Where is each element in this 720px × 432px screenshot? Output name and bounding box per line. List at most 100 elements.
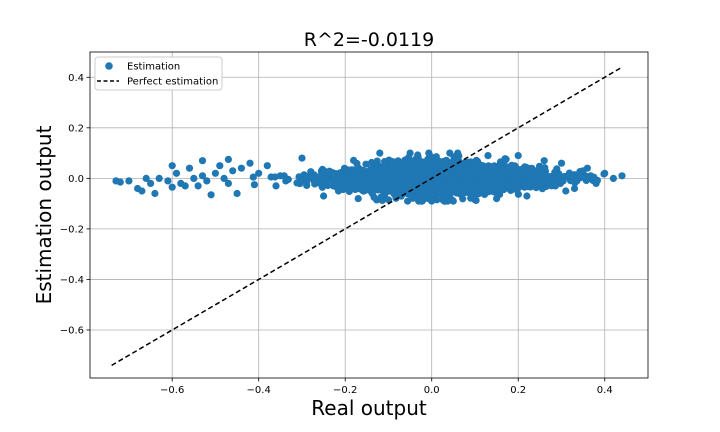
scatter-point xyxy=(458,162,466,170)
scatter-point xyxy=(540,157,548,165)
y-tick-label: 0.0 xyxy=(68,174,84,185)
x-tick-label: −0.2 xyxy=(333,385,357,396)
y-tick-label: −0.2 xyxy=(60,224,84,235)
scatter-point xyxy=(471,196,479,204)
scatter-point xyxy=(542,171,550,180)
x-tick-label: 0.2 xyxy=(510,385,526,396)
scatter-point xyxy=(407,167,415,175)
scatter-point xyxy=(307,168,315,176)
x-tick-label: −0.6 xyxy=(160,385,184,396)
scatter-point xyxy=(483,178,491,186)
scatter-point xyxy=(523,192,531,200)
scatter-point xyxy=(435,182,443,190)
scatter-point xyxy=(394,189,402,197)
scatter-point xyxy=(406,158,414,166)
scatter-point xyxy=(412,155,420,163)
scatter-point xyxy=(375,167,383,175)
scatter-point xyxy=(495,176,504,185)
scatter-point xyxy=(255,169,263,177)
scatter-point xyxy=(454,149,462,157)
scatter-point xyxy=(353,159,361,168)
scatter-point xyxy=(555,172,563,180)
scatter-point xyxy=(354,195,362,203)
scatter-point xyxy=(355,182,363,190)
scatter-point xyxy=(423,177,431,185)
scatter-point xyxy=(486,187,494,195)
scatter-point xyxy=(246,159,254,167)
scatter-point xyxy=(224,179,232,187)
scatter-point xyxy=(565,169,574,177)
scatter-point xyxy=(172,169,181,177)
scatter-point xyxy=(456,170,464,178)
scatter-point xyxy=(198,157,207,165)
scatter-point xyxy=(356,168,364,176)
scatter-point xyxy=(233,189,241,198)
scatter-point xyxy=(347,184,355,192)
scatter-point xyxy=(211,169,219,177)
scatter-point xyxy=(138,187,146,195)
scatter-point xyxy=(147,179,155,187)
scatter-point xyxy=(142,174,150,182)
scatter-point xyxy=(461,179,469,187)
scatter-point xyxy=(590,173,598,181)
scatter-point xyxy=(181,182,189,190)
scatter-point xyxy=(298,154,306,162)
scatter-point xyxy=(324,169,332,177)
scatter-point xyxy=(194,182,202,190)
scatter-point xyxy=(455,183,464,192)
scatter-point xyxy=(401,178,409,186)
scatter-point xyxy=(394,157,402,165)
scatter-point xyxy=(494,184,502,192)
scatter-point xyxy=(125,177,133,185)
scatter-point xyxy=(576,173,584,181)
scatter-point xyxy=(496,162,504,170)
scatter-point xyxy=(409,179,417,187)
scatter-point xyxy=(478,179,486,187)
scatter-point xyxy=(272,182,280,190)
scatter-point xyxy=(424,191,432,199)
scatter-point xyxy=(317,173,325,181)
scatter-point xyxy=(284,175,292,183)
scatter-point xyxy=(354,174,363,182)
scatter-point xyxy=(478,163,486,172)
scatter-point xyxy=(203,177,211,185)
scatter-point xyxy=(250,181,258,189)
legend: Estimation Perfect estimation xyxy=(94,56,223,91)
scatter-point xyxy=(435,157,443,165)
scatter-point xyxy=(224,155,232,163)
y-tick-label: −0.6 xyxy=(60,325,84,336)
legend-box xyxy=(94,56,223,91)
scatter-point xyxy=(151,189,159,198)
scatter-point xyxy=(404,197,412,205)
scatter-point xyxy=(341,178,349,186)
scatter-point xyxy=(329,176,337,184)
scatter-point xyxy=(581,174,589,182)
scatter-point xyxy=(592,179,600,187)
scatter-point xyxy=(488,168,496,177)
scatter-point xyxy=(421,164,429,172)
legend-label-estimation: Estimation xyxy=(127,62,180,73)
scatter-point xyxy=(524,171,533,179)
scatter-point xyxy=(295,173,303,181)
scatter-point xyxy=(579,167,587,175)
line-series-perfect-estimation xyxy=(111,66,623,367)
scatter-point xyxy=(443,170,451,178)
axis-ticks: −0.6 −0.4 −0.2 0.0 0.2 0.4 −0.6 −0.4 −0.2 0.0 0.2 0… xyxy=(60,73,613,396)
scatter-point xyxy=(313,177,321,185)
x-axis-label: Real output xyxy=(311,396,427,420)
scatter-point xyxy=(482,172,490,180)
scatter-point xyxy=(229,167,237,175)
scatter-point xyxy=(324,181,332,190)
plot-frame xyxy=(89,51,649,379)
chart-title: R^2=-0.0119 xyxy=(304,29,434,51)
scatter-point xyxy=(414,168,423,176)
scatter-point xyxy=(371,174,379,182)
scatter-point xyxy=(237,164,245,172)
scatter-point xyxy=(484,152,492,160)
scatter-point xyxy=(168,162,176,170)
scatter-point xyxy=(303,181,311,189)
scatter-point xyxy=(318,183,326,191)
scatter-point xyxy=(504,183,512,191)
scatter-point xyxy=(601,169,609,177)
scatter-point xyxy=(393,169,401,177)
